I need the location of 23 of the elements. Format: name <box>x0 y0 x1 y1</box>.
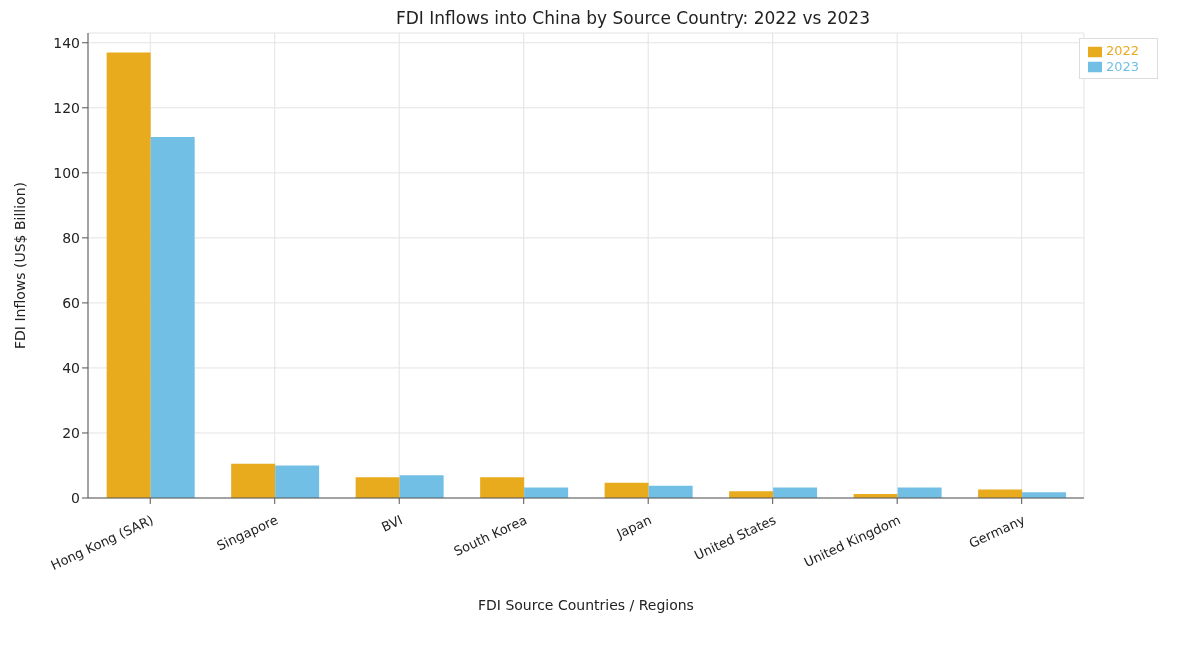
bar <box>399 475 444 498</box>
x-axis-title: FDI Source Countries / Regions <box>477 597 694 613</box>
bar <box>480 477 525 498</box>
y-tick-label: 60 <box>62 294 80 311</box>
bar <box>355 477 400 498</box>
y-tick-label: 20 <box>62 424 80 441</box>
bar <box>231 463 276 498</box>
y-axis-title: FDI Inflows (US$ Billion) <box>11 181 28 350</box>
x-tick-label: BVI <box>379 512 405 535</box>
bar <box>106 52 151 498</box>
x-tick-label: South Korea <box>451 512 530 560</box>
chart-title: FDI Inflows into China by Source Country: 2022 vs 2023 <box>395 8 871 28</box>
bar <box>604 482 649 498</box>
y-tick-label: 40 <box>62 359 80 376</box>
legend-label: 2023 <box>1105 58 1139 74</box>
bar <box>275 465 320 498</box>
y-tick-label: 0 <box>71 489 80 506</box>
y-tick-label: 80 <box>62 229 80 246</box>
bar <box>150 137 195 498</box>
y-tick-label: 140 <box>53 34 80 51</box>
y-tick-label: 120 <box>53 99 80 116</box>
y-tick-label: 100 <box>53 164 80 181</box>
legend-label: 2022 <box>1105 43 1139 58</box>
